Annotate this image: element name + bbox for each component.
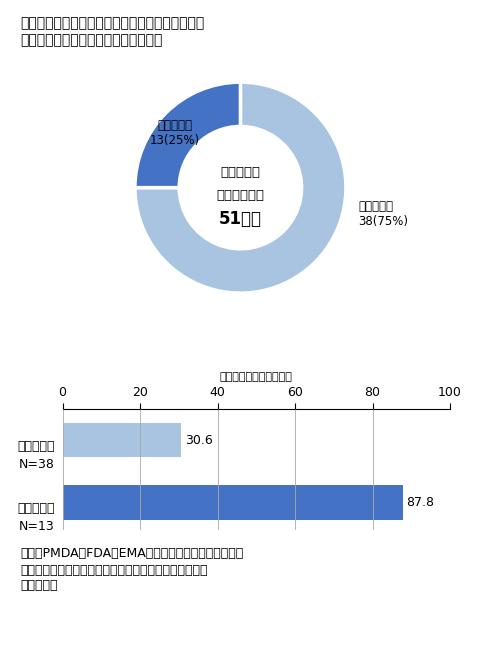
Text: 期の品目とラグ期間（中央値）: 期の品目とラグ期間（中央値） xyxy=(20,33,163,47)
Text: （テクノミック制作）」をもとに医薬産業政策研究所: （テクノミック制作）」をもとに医薬産業政策研究所 xyxy=(20,564,208,577)
Text: 51品目: 51品目 xyxy=(219,210,262,228)
Text: 買収・提携: 買収・提携 xyxy=(220,166,260,180)
Text: 30.6: 30.6 xyxy=(185,434,212,447)
Text: 87.8: 87.8 xyxy=(406,496,434,509)
Text: 欧米承認後: 欧米承認後 xyxy=(17,503,55,515)
Text: 欧米承認前: 欧米承認前 xyxy=(17,440,55,453)
Text: 欧米承認前
38(75%): 欧米承認前 38(75%) xyxy=(358,200,408,228)
Text: 欧米承認後
13(25%): 欧米承認後 13(25%) xyxy=(150,119,200,147)
Wedge shape xyxy=(135,82,346,293)
Text: にて作成: にて作成 xyxy=(20,579,58,593)
Text: N=13: N=13 xyxy=(19,520,55,533)
Text: N=38: N=38 xyxy=(19,457,55,471)
Bar xyxy=(62,485,402,520)
Wedge shape xyxy=(135,82,240,188)
Text: 図９　買収・提携品の日本権利取得と欧米承認時: 図９ 買収・提携品の日本権利取得と欧米承認時 xyxy=(20,17,204,30)
Bar xyxy=(62,423,181,457)
Text: 出所：PMDA、FDA、EMAの各公開情報、「明日の新薬: 出所：PMDA、FDA、EMAの各公開情報、「明日の新薬 xyxy=(20,547,243,560)
X-axis label: ラグ期間（中央値：月）: ラグ期間（中央値：月） xyxy=(220,372,292,382)
Text: 日本権利取得: 日本権利取得 xyxy=(216,188,264,202)
